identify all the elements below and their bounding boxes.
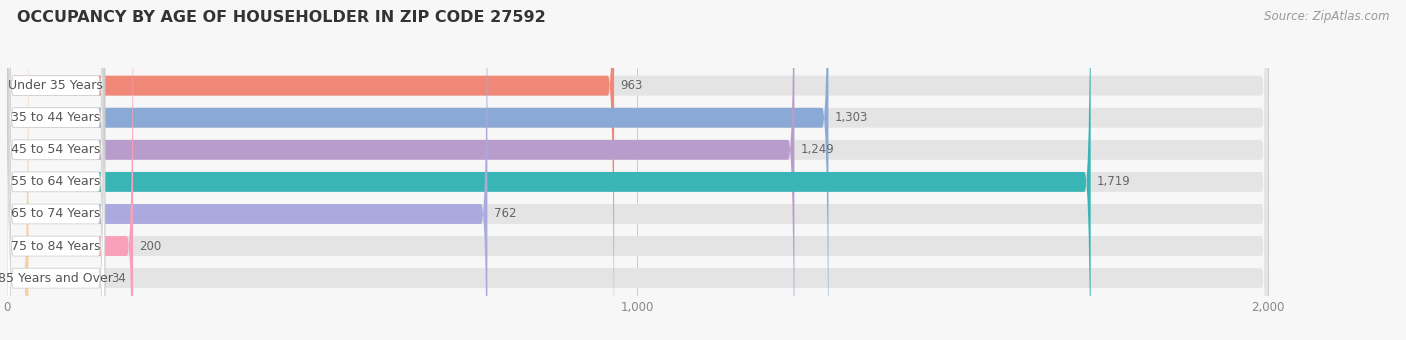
FancyBboxPatch shape [7,0,104,340]
FancyBboxPatch shape [7,0,104,340]
FancyBboxPatch shape [7,0,134,340]
FancyBboxPatch shape [7,0,488,340]
FancyBboxPatch shape [7,0,1268,340]
Text: 200: 200 [139,240,162,253]
Text: 1,249: 1,249 [800,143,834,156]
Text: Under 35 Years: Under 35 Years [8,79,103,92]
Text: 1,303: 1,303 [835,111,868,124]
FancyBboxPatch shape [7,0,104,340]
Text: 85 Years and Over: 85 Years and Over [0,272,114,285]
Text: 55 to 64 Years: 55 to 64 Years [11,175,101,188]
Text: 75 to 84 Years: 75 to 84 Years [11,240,101,253]
FancyBboxPatch shape [7,0,1268,340]
FancyBboxPatch shape [7,0,1268,340]
Text: 45 to 54 Years: 45 to 54 Years [11,143,101,156]
FancyBboxPatch shape [7,0,104,340]
Text: 65 to 74 Years: 65 to 74 Years [11,207,101,220]
FancyBboxPatch shape [7,0,1268,340]
Text: 963: 963 [620,79,643,92]
Text: 34: 34 [111,272,127,285]
FancyBboxPatch shape [7,0,1268,340]
FancyBboxPatch shape [7,0,28,340]
Text: OCCUPANCY BY AGE OF HOUSEHOLDER IN ZIP CODE 27592: OCCUPANCY BY AGE OF HOUSEHOLDER IN ZIP C… [17,10,546,25]
FancyBboxPatch shape [7,0,1268,340]
FancyBboxPatch shape [7,0,104,340]
FancyBboxPatch shape [7,0,1268,340]
FancyBboxPatch shape [7,0,1091,340]
Text: 35 to 44 Years: 35 to 44 Years [11,111,100,124]
Text: Source: ZipAtlas.com: Source: ZipAtlas.com [1264,10,1389,23]
FancyBboxPatch shape [7,0,104,340]
Text: 762: 762 [494,207,516,220]
FancyBboxPatch shape [7,0,794,340]
Text: 1,719: 1,719 [1097,175,1130,188]
FancyBboxPatch shape [7,0,614,340]
FancyBboxPatch shape [7,0,104,340]
FancyBboxPatch shape [7,0,828,340]
